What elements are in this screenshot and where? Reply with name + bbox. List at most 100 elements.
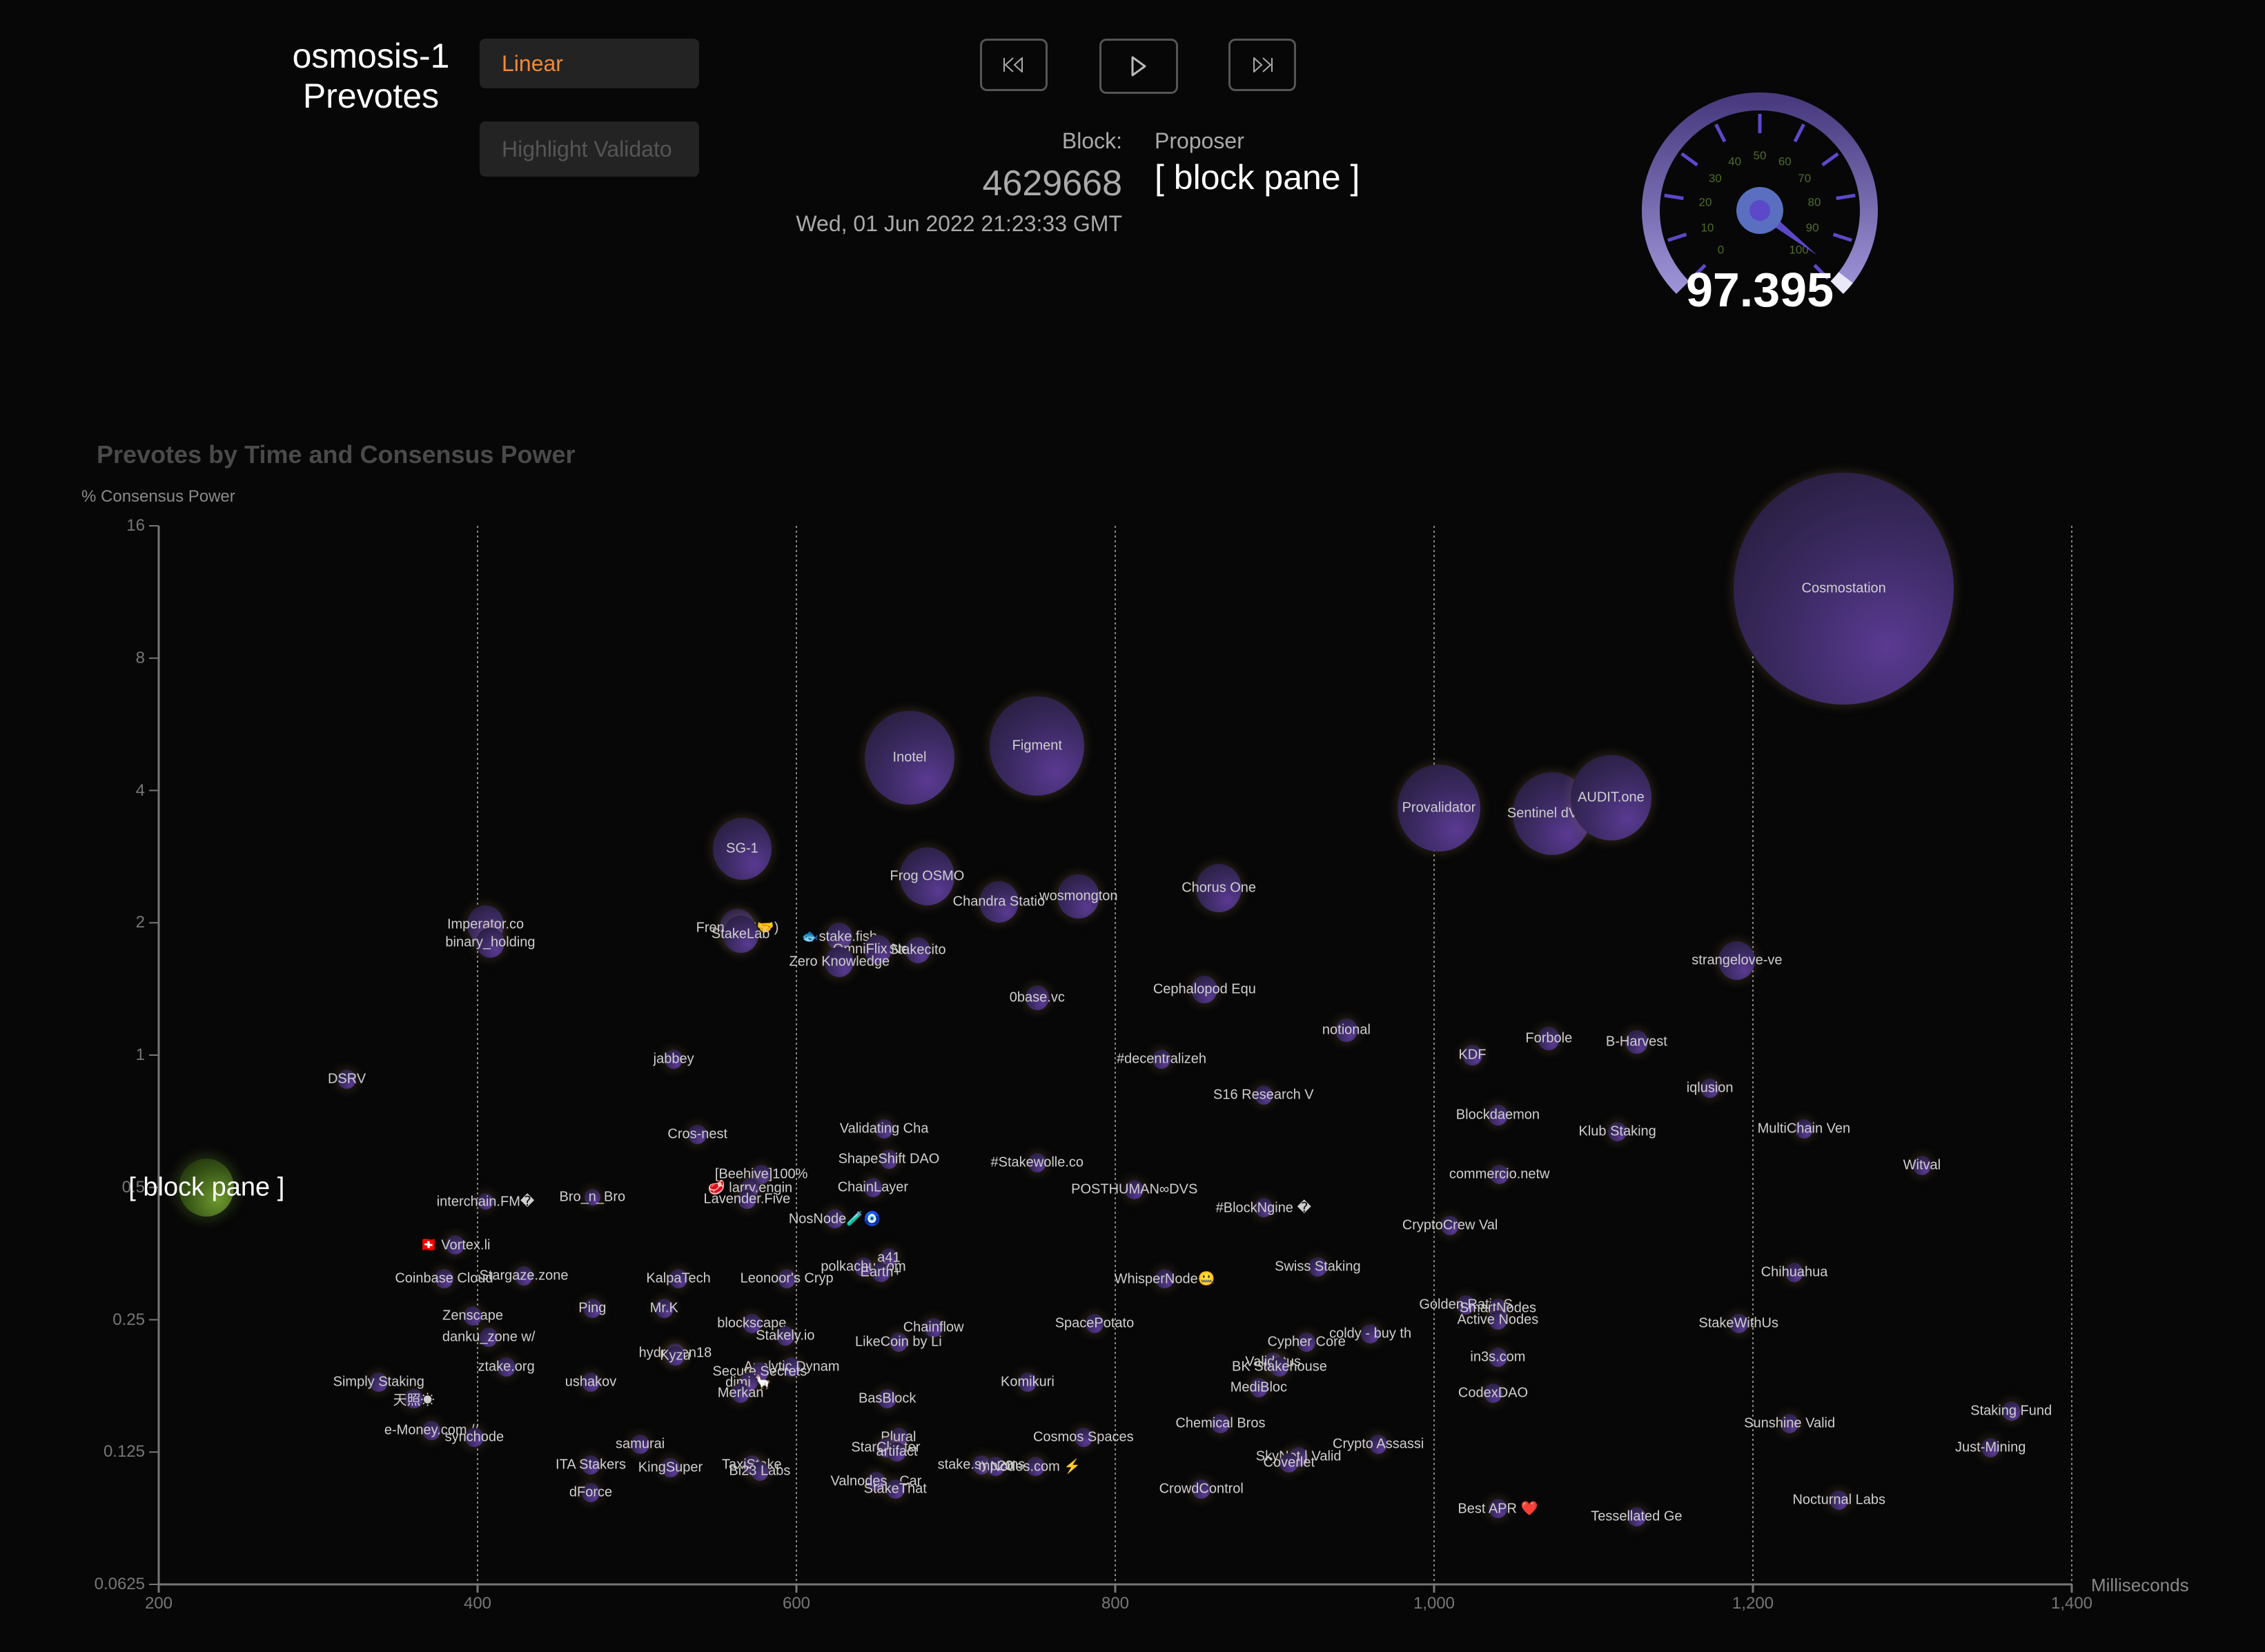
validator-bubble[interactable] (905, 937, 930, 964)
validator-bubble[interactable] (404, 1389, 423, 1409)
validator-bubble[interactable] (463, 1306, 482, 1326)
validator-bubble[interactable] (863, 1177, 883, 1197)
validator-bubble[interactable] (369, 1373, 389, 1393)
validator-bubble[interactable] (1718, 941, 1756, 981)
validator-bubble[interactable] (583, 1299, 602, 1319)
validator-bubble[interactable] (1085, 1314, 1104, 1334)
validator-bubble[interactable] (664, 1049, 683, 1069)
validator-bubble[interactable] (1570, 755, 1652, 841)
validator-bubble[interactable] (1026, 1456, 1045, 1476)
validator-bubble[interactable] (1627, 1507, 1646, 1527)
validator-bubble[interactable] (497, 1357, 516, 1377)
validator-bubble[interactable] (1608, 1121, 1627, 1141)
validator-bubble[interactable] (1794, 1119, 1814, 1139)
validator-bubble[interactable] (514, 1266, 533, 1286)
validator-bubble[interactable] (1785, 1263, 1804, 1283)
validator-bubble[interactable] (2001, 1401, 2021, 1421)
validator-bubble[interactable] (1625, 1030, 1648, 1054)
validator-bubble[interactable] (731, 1384, 750, 1404)
validator-bubble[interactable] (1192, 1479, 1211, 1499)
skip-forward-button[interactable] (1228, 39, 1296, 91)
validator-bubble[interactable] (631, 1435, 649, 1455)
validator-bubble[interactable] (986, 1456, 1006, 1476)
validator-bubble[interactable] (750, 1462, 769, 1482)
validator-bubble[interactable] (1484, 1384, 1502, 1404)
skip-back-button[interactable] (980, 39, 1048, 91)
validator-bubble[interactable] (337, 1070, 356, 1090)
validator-bubble[interactable] (654, 1299, 674, 1319)
validator-bubble[interactable] (1489, 1310, 1507, 1330)
validator-bubble[interactable] (581, 1455, 600, 1475)
validator-bubble[interactable] (1361, 1324, 1380, 1344)
play-button[interactable] (1099, 39, 1178, 94)
validator-bubble[interactable] (688, 1124, 707, 1144)
validator-bubble[interactable] (1025, 985, 1049, 1010)
validator-bubble[interactable] (1456, 1295, 1475, 1315)
validator-bubble[interactable] (872, 1263, 890, 1283)
validator-bubble[interactable] (478, 1192, 493, 1210)
highlight-validator-input[interactable]: Highlight Validato (480, 121, 699, 177)
validator-bubble[interactable] (475, 927, 505, 958)
validator-bubble[interactable] (1125, 1179, 1144, 1199)
validator-bubble[interactable] (581, 1483, 600, 1503)
validator-bubble[interactable] (1440, 1215, 1460, 1235)
validator-bubble[interactable] (422, 1420, 441, 1440)
proposer-bubble[interactable] (179, 1158, 235, 1217)
validator-bubble[interactable] (1028, 1152, 1047, 1172)
validator-bubble[interactable] (879, 1149, 899, 1169)
validator-bubble[interactable] (1912, 1156, 1932, 1176)
validator-bubble[interactable] (889, 1333, 908, 1353)
validator-bubble[interactable] (1489, 1499, 1507, 1519)
validator-bubble[interactable] (878, 1389, 896, 1409)
validator-bubble[interactable] (1152, 1049, 1171, 1069)
validator-bubble[interactable] (743, 1314, 761, 1334)
validator-bubble[interactable] (661, 1458, 680, 1478)
validator-bubble[interactable] (1211, 1414, 1230, 1434)
validator-bubble[interactable] (1729, 1314, 1748, 1334)
validator-bubble[interactable] (1538, 1027, 1560, 1051)
validator-bubble[interactable] (1462, 1045, 1482, 1065)
validator-bubble[interactable] (1074, 1427, 1093, 1447)
validator-bubble[interactable] (867, 1472, 885, 1492)
validator-bubble[interactable] (1155, 1268, 1174, 1288)
validator-bubble[interactable] (1308, 1257, 1327, 1277)
validator-bubble[interactable] (446, 1235, 464, 1255)
validator-bubble[interactable] (1734, 473, 1954, 705)
validator-bubble[interactable] (924, 1317, 943, 1337)
validator-bubble[interactable] (1490, 1165, 1509, 1185)
validator-bubble[interactable] (1780, 1414, 1799, 1434)
validator-bubble[interactable] (581, 1373, 600, 1393)
validator-bubble[interactable] (723, 916, 758, 954)
validator-bubble[interactable] (885, 1479, 905, 1499)
validator-bubble[interactable] (1191, 975, 1218, 1003)
validator-bubble[interactable] (1297, 1333, 1316, 1353)
validator-bubble[interactable] (888, 1442, 906, 1462)
validator-bubble[interactable] (479, 1327, 498, 1347)
validator-bubble[interactable] (1335, 1018, 1358, 1042)
validator-bubble[interactable] (777, 1268, 796, 1288)
validator-bubble[interactable] (1488, 1105, 1508, 1126)
validator-bubble[interactable] (899, 847, 955, 906)
validator-bubble[interactable] (990, 696, 1085, 796)
validator-bubble[interactable] (1398, 764, 1480, 852)
validator-bubble[interactable] (854, 1257, 873, 1277)
validator-bubble[interactable] (1057, 874, 1100, 918)
validator-bubble[interactable] (979, 881, 1019, 923)
validator-bubble[interactable] (863, 934, 892, 964)
validator-bubble[interactable] (1249, 1378, 1268, 1398)
scale-toggle-button[interactable]: Linear (480, 39, 699, 88)
validator-bubble[interactable] (782, 1357, 801, 1377)
validator-bubble[interactable] (826, 923, 853, 951)
validator-bubble[interactable] (825, 1208, 844, 1228)
validator-bubble[interactable] (1270, 1357, 1289, 1377)
validator-bubble[interactable] (1369, 1435, 1388, 1455)
validator-bubble[interactable] (1489, 1348, 1507, 1368)
validator-bubble[interactable] (825, 946, 854, 977)
validator-bubble[interactable] (1981, 1437, 2000, 1457)
validator-bubble[interactable] (776, 1326, 795, 1346)
validator-bubble[interactable] (1279, 1453, 1299, 1473)
validator-bubble[interactable] (865, 710, 954, 805)
validator-bubble[interactable] (465, 1427, 484, 1447)
validator-bubble[interactable] (712, 817, 772, 880)
validator-bubble[interactable] (1018, 1373, 1037, 1393)
